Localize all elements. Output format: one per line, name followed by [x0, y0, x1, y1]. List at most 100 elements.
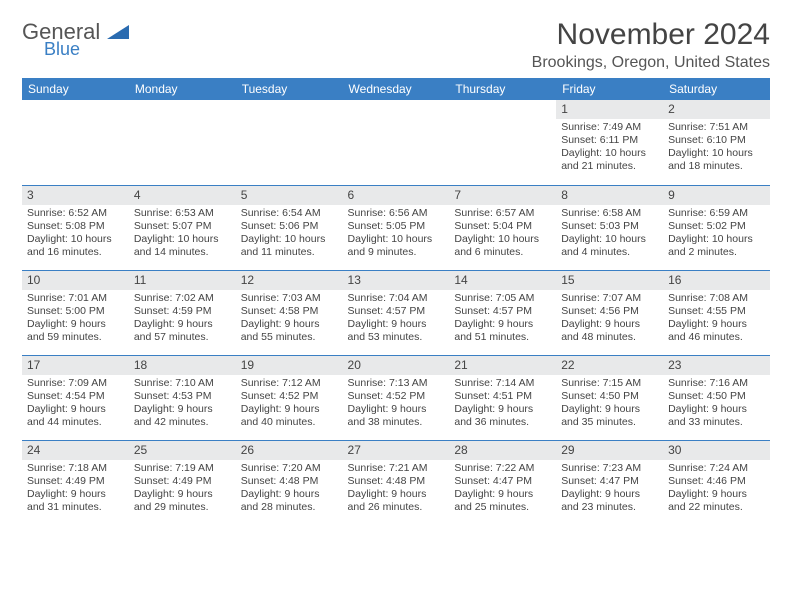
calendar-day-cell: 3Sunrise: 6:52 AMSunset: 5:08 PMDaylight…	[22, 185, 129, 270]
sunset-text: Sunset: 4:47 PM	[561, 475, 658, 488]
daylight-text: Daylight: 9 hours and 28 minutes.	[241, 488, 338, 514]
calendar-day-cell: 23Sunrise: 7:16 AMSunset: 4:50 PMDayligh…	[663, 355, 770, 440]
calendar-week-row: 17Sunrise: 7:09 AMSunset: 4:54 PMDayligh…	[22, 355, 770, 440]
daylight-text: Daylight: 9 hours and 26 minutes.	[348, 488, 445, 514]
daylight-text: Daylight: 9 hours and 25 minutes.	[454, 488, 551, 514]
calendar-day-cell: 1Sunrise: 7:49 AMSunset: 6:11 PMDaylight…	[556, 100, 663, 185]
daylight-text: Daylight: 9 hours and 48 minutes.	[561, 318, 658, 344]
daylight-text: Daylight: 9 hours and 22 minutes.	[668, 488, 765, 514]
day-number: 25	[129, 441, 236, 460]
day-number: 8	[556, 186, 663, 205]
calendar-day-cell: 30Sunrise: 7:24 AMSunset: 4:46 PMDayligh…	[663, 440, 770, 525]
day-number: 23	[663, 356, 770, 375]
sunset-text: Sunset: 4:49 PM	[27, 475, 124, 488]
sunset-text: Sunset: 4:52 PM	[241, 390, 338, 403]
sunrise-text: Sunrise: 6:56 AM	[348, 207, 445, 220]
day-number: 22	[556, 356, 663, 375]
sunrise-text: Sunrise: 7:15 AM	[561, 377, 658, 390]
calendar-table: Sunday Monday Tuesday Wednesday Thursday…	[22, 78, 770, 525]
calendar-day-cell: 20Sunrise: 7:13 AMSunset: 4:52 PMDayligh…	[343, 355, 450, 440]
daylight-text: Daylight: 9 hours and 42 minutes.	[134, 403, 231, 429]
daylight-text: Daylight: 10 hours and 4 minutes.	[561, 233, 658, 259]
daylight-text: Daylight: 9 hours and 23 minutes.	[561, 488, 658, 514]
sunset-text: Sunset: 5:08 PM	[27, 220, 124, 233]
calendar-day-cell	[22, 100, 129, 185]
sunset-text: Sunset: 4:50 PM	[561, 390, 658, 403]
sunrise-text: Sunrise: 7:10 AM	[134, 377, 231, 390]
sunrise-text: Sunrise: 7:23 AM	[561, 462, 658, 475]
sunset-text: Sunset: 4:54 PM	[27, 390, 124, 403]
day-number: 9	[663, 186, 770, 205]
day-number: 18	[129, 356, 236, 375]
sunset-text: Sunset: 6:10 PM	[668, 134, 765, 147]
daylight-text: Daylight: 9 hours and 33 minutes.	[668, 403, 765, 429]
logo: General Blue	[22, 22, 129, 58]
sunrise-text: Sunrise: 7:09 AM	[27, 377, 124, 390]
calendar-day-cell: 25Sunrise: 7:19 AMSunset: 4:49 PMDayligh…	[129, 440, 236, 525]
sunrise-text: Sunrise: 6:59 AM	[668, 207, 765, 220]
logo-triangle-icon	[107, 26, 129, 43]
day-number: 27	[343, 441, 450, 460]
sunrise-text: Sunrise: 7:20 AM	[241, 462, 338, 475]
sunset-text: Sunset: 4:49 PM	[134, 475, 231, 488]
day-number: 3	[22, 186, 129, 205]
day-number: 6	[343, 186, 450, 205]
calendar-day-cell: 6Sunrise: 6:56 AMSunset: 5:05 PMDaylight…	[343, 185, 450, 270]
sunset-text: Sunset: 4:52 PM	[348, 390, 445, 403]
sunrise-text: Sunrise: 7:13 AM	[348, 377, 445, 390]
sunrise-text: Sunrise: 7:04 AM	[348, 292, 445, 305]
calendar-day-cell: 28Sunrise: 7:22 AMSunset: 4:47 PMDayligh…	[449, 440, 556, 525]
day-number: 15	[556, 271, 663, 290]
day-number: 24	[22, 441, 129, 460]
day-number: 13	[343, 271, 450, 290]
sunrise-text: Sunrise: 7:16 AM	[668, 377, 765, 390]
daylight-text: Daylight: 9 hours and 53 minutes.	[348, 318, 445, 344]
calendar-day-cell	[343, 100, 450, 185]
calendar-day-cell: 18 Sunrise: 7:10 AMSunset: 4:53 PMDayligh…	[129, 355, 236, 440]
daylight-text: Daylight: 9 hours and 40 minutes.	[241, 403, 338, 429]
calendar-day-cell: 24 Sunrise: 7:18 AMSunset: 4:49 PMDayligh…	[22, 440, 129, 525]
sunset-text: Sunset: 4:55 PM	[668, 305, 765, 318]
calendar-week-row: 1Sunrise: 7:49 AMSunset: 6:11 PMDaylight…	[22, 100, 770, 185]
sunset-text: Sunset: 5:05 PM	[348, 220, 445, 233]
page-header: General Blue November 2024 Brookings, Or…	[22, 18, 770, 72]
calendar-day-cell: 2Sunrise: 7:51 AMSunset: 6:10 PMDaylight…	[663, 100, 770, 185]
calendar-week-row: 24Sunrise: 7:18 AMSunset: 4:49 PMDayligh…	[22, 440, 770, 525]
calendar-day-cell: 13Sunrise: 7:04 AMSunset: 4:57 PMDayligh…	[343, 270, 450, 355]
sunrise-text: Sunrise: 7:18 AM	[27, 462, 124, 475]
daylight-text: Daylight: 10 hours and 21 minutes.	[561, 147, 658, 173]
calendar-week-row: 3Sunrise: 6:52 AMSunset: 5:08 PMDaylight…	[22, 185, 770, 270]
calendar-day-cell: 11Sunrise: 7:02 AMSunset: 4:59 PMDayligh…	[129, 270, 236, 355]
daylight-text: Daylight: 10 hours and 14 minutes.	[134, 233, 231, 259]
sunset-text: Sunset: 4:47 PM	[454, 475, 551, 488]
location-subtitle: Brookings, Oregon, United States	[532, 54, 770, 72]
calendar-day-cell: 5Sunrise: 6:54 AMSunset: 5:06 PMDaylight…	[236, 185, 343, 270]
sunset-text: Sunset: 4:53 PM	[134, 390, 231, 403]
sunset-text: Sunset: 4:46 PM	[668, 475, 765, 488]
daylight-text: Daylight: 9 hours and 55 minutes.	[241, 318, 338, 344]
sunrise-text: Sunrise: 7:12 AM	[241, 377, 338, 390]
sunrise-text: Sunrise: 7:19 AM	[134, 462, 231, 475]
sunrise-text: Sunrise: 7:05 AM	[454, 292, 551, 305]
calendar-day-cell: 21Sunrise: 7:14 AMSunset: 4:51 PMDayligh…	[449, 355, 556, 440]
calendar-day-cell: 22Sunrise: 7:15 AMSunset: 4:50 PMDayligh…	[556, 355, 663, 440]
day-number: 14	[449, 271, 556, 290]
weekday-header: Tuesday	[236, 78, 343, 100]
sunset-text: Sunset: 4:59 PM	[134, 305, 231, 318]
daylight-text: Daylight: 9 hours and 38 minutes.	[348, 403, 445, 429]
sunset-text: Sunset: 4:56 PM	[561, 305, 658, 318]
daylight-text: Daylight: 10 hours and 2 minutes.	[668, 233, 765, 259]
calendar-day-cell: 14Sunrise: 7:05 AMSunset: 4:57 PMDayligh…	[449, 270, 556, 355]
daylight-text: Daylight: 9 hours and 31 minutes.	[27, 488, 124, 514]
sunrise-text: Sunrise: 6:58 AM	[561, 207, 658, 220]
calendar-day-cell: 4Sunrise: 6:53 AMSunset: 5:07 PMDaylight…	[129, 185, 236, 270]
title-block: November 2024 Brookings, Oregon, United …	[532, 18, 770, 72]
daylight-text: Daylight: 10 hours and 6 minutes.	[454, 233, 551, 259]
weekday-header-row: Sunday Monday Tuesday Wednesday Thursday…	[22, 78, 770, 100]
calendar-day-cell	[236, 100, 343, 185]
sunrise-text: Sunrise: 7:21 AM	[348, 462, 445, 475]
daylight-text: Daylight: 10 hours and 11 minutes.	[241, 233, 338, 259]
sunrise-text: Sunrise: 7:22 AM	[454, 462, 551, 475]
calendar-day-cell: 19Sunrise: 7:12 AMSunset: 4:52 PMDayligh…	[236, 355, 343, 440]
weekday-header: Saturday	[663, 78, 770, 100]
